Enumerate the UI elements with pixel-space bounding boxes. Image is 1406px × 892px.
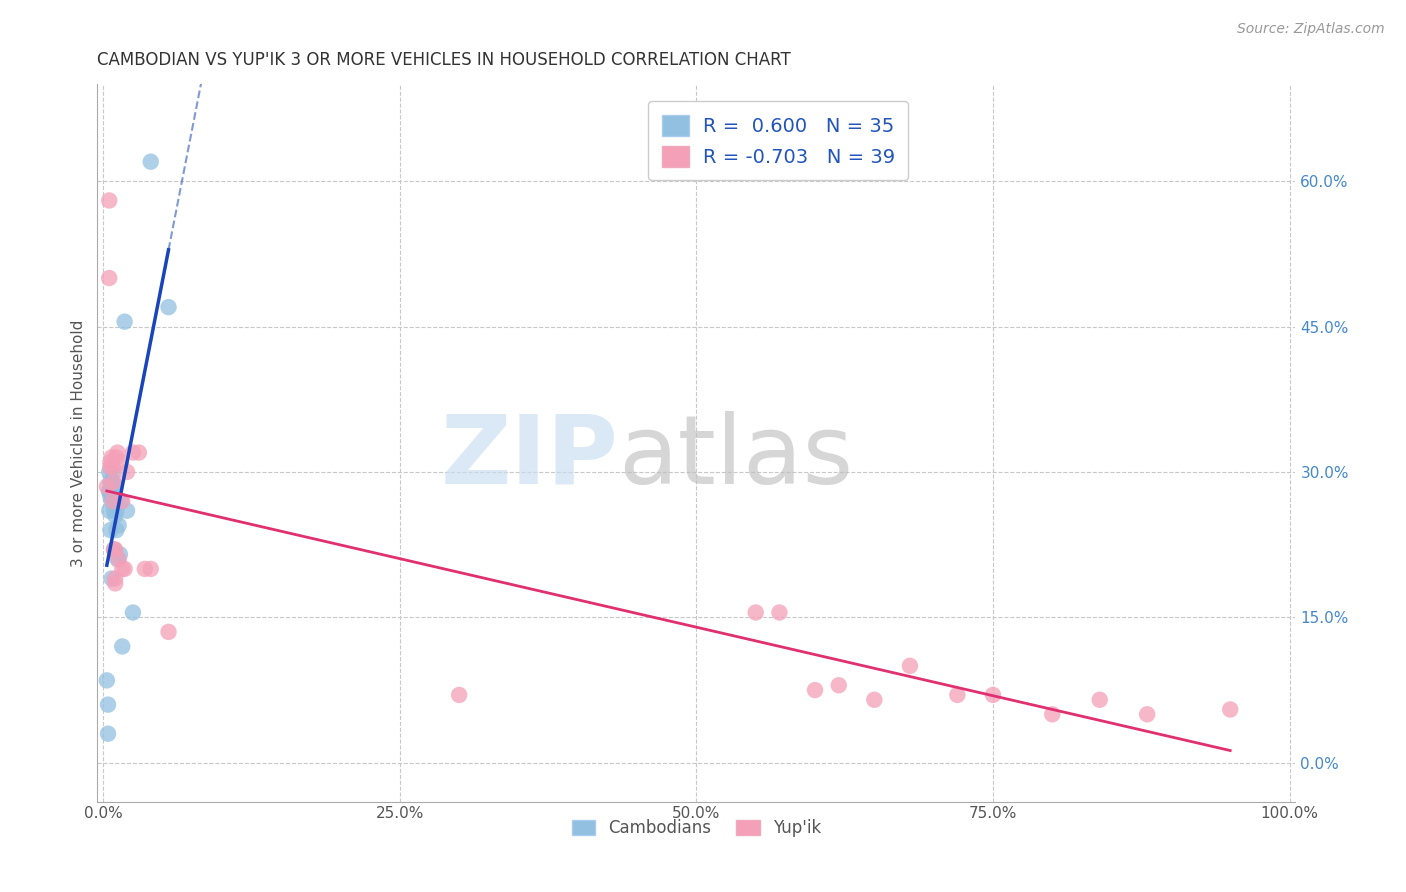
Legend: Cambodians, Yup'ik: Cambodians, Yup'ik xyxy=(565,812,828,844)
Point xyxy=(97,727,120,741)
Y-axis label: 3 or more Vehicles in Household: 3 or more Vehicles in Household xyxy=(72,319,86,566)
Point xyxy=(101,489,124,503)
Point xyxy=(1136,707,1159,722)
Point xyxy=(104,494,127,508)
Point xyxy=(139,154,162,169)
Text: Source: ZipAtlas.com: Source: ZipAtlas.com xyxy=(1237,22,1385,37)
Point xyxy=(111,562,134,576)
Point xyxy=(110,455,132,469)
Point xyxy=(744,606,766,620)
Point xyxy=(98,504,121,518)
Point xyxy=(108,547,131,561)
Point xyxy=(114,315,136,329)
Point xyxy=(97,698,120,712)
Point xyxy=(100,523,122,537)
Point xyxy=(98,484,121,499)
Point xyxy=(96,673,118,688)
Point xyxy=(101,465,124,479)
Point xyxy=(103,475,125,489)
Point xyxy=(804,683,827,698)
Point xyxy=(98,484,121,499)
Point xyxy=(768,606,790,620)
Point xyxy=(100,455,122,469)
Point xyxy=(134,562,156,576)
Point xyxy=(115,504,138,518)
Point xyxy=(1040,707,1063,722)
Point xyxy=(1219,702,1241,716)
Point xyxy=(115,465,138,479)
Text: CAMBODIAN VS YUP'IK 3 OR MORE VEHICLES IN HOUSEHOLD CORRELATION CHART: CAMBODIAN VS YUP'IK 3 OR MORE VEHICLES I… xyxy=(97,51,792,69)
Point xyxy=(157,300,180,314)
Point xyxy=(105,504,128,518)
Point xyxy=(98,465,121,479)
Point xyxy=(101,494,124,508)
Point xyxy=(100,494,122,508)
Point xyxy=(96,479,118,493)
Point xyxy=(111,640,134,654)
Point xyxy=(98,194,121,208)
Point xyxy=(157,624,180,639)
Point xyxy=(105,523,128,537)
Point xyxy=(107,552,129,566)
Point xyxy=(104,542,127,557)
Point xyxy=(104,479,127,493)
Point xyxy=(107,445,129,459)
Point xyxy=(981,688,1004,702)
Point xyxy=(828,678,851,692)
Point xyxy=(104,508,127,523)
Point xyxy=(100,475,122,489)
Point xyxy=(114,562,136,576)
Point xyxy=(101,460,124,475)
Point xyxy=(122,445,145,459)
Point xyxy=(103,484,125,499)
Point xyxy=(863,693,886,707)
Text: ZIP: ZIP xyxy=(440,410,619,504)
Point xyxy=(107,552,129,566)
Point xyxy=(128,445,150,459)
Point xyxy=(101,475,124,489)
Point xyxy=(104,494,127,508)
Point xyxy=(1088,693,1111,707)
Point xyxy=(103,542,125,557)
Point xyxy=(898,658,921,673)
Point xyxy=(449,688,471,702)
Point xyxy=(100,572,122,586)
Point xyxy=(107,518,129,533)
Point xyxy=(122,606,145,620)
Point xyxy=(105,450,128,465)
Point xyxy=(103,504,125,518)
Point xyxy=(946,688,969,702)
Point xyxy=(98,271,121,285)
Point xyxy=(103,542,125,557)
Point xyxy=(103,489,125,503)
Point xyxy=(104,572,127,586)
Text: atlas: atlas xyxy=(619,410,853,504)
Point xyxy=(100,450,122,465)
Point xyxy=(104,576,127,591)
Point xyxy=(110,494,132,508)
Point xyxy=(100,460,122,475)
Point xyxy=(100,489,122,503)
Point xyxy=(111,494,134,508)
Point xyxy=(139,562,162,576)
